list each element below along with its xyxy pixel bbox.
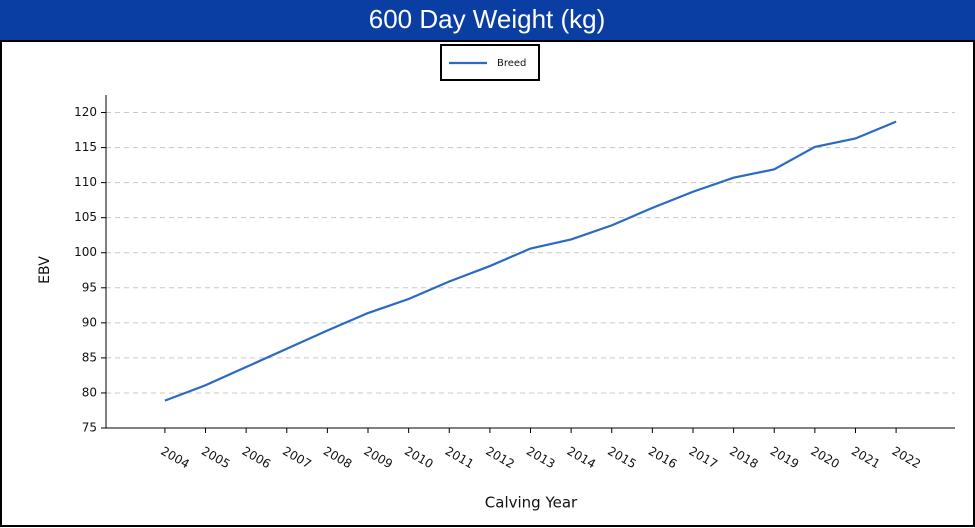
chart-title: 600 Day Weight (kg) bbox=[369, 4, 606, 34]
y-tick-label: 115 bbox=[74, 140, 97, 154]
y-tick-label: 105 bbox=[74, 210, 97, 224]
y-tick-label: 80 bbox=[82, 385, 97, 399]
y-axis-label: EBV bbox=[37, 256, 53, 284]
series-line bbox=[164, 120, 897, 402]
y-tick-label: 110 bbox=[74, 175, 97, 189]
x-axis-label: Calving Year bbox=[485, 494, 578, 512]
y-tick-label: 100 bbox=[74, 245, 97, 259]
header-bar bbox=[0, 0, 975, 40]
y-tick-label: 75 bbox=[82, 421, 97, 435]
y-tick-label: 95 bbox=[82, 280, 97, 294]
y-tick-label: 120 bbox=[74, 105, 97, 119]
chart-frame bbox=[0, 40, 975, 527]
y-tick-label: 85 bbox=[82, 350, 97, 364]
y-tick-label: 90 bbox=[82, 315, 97, 329]
legend-label: Breed bbox=[497, 58, 526, 69]
